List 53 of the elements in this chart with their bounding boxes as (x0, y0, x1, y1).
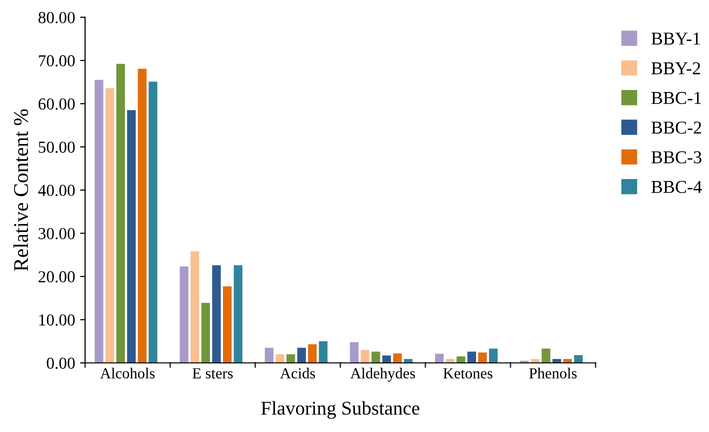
bar (234, 265, 242, 363)
bar (94, 80, 104, 363)
bar (127, 110, 136, 363)
bar (105, 88, 114, 363)
bar (350, 342, 359, 363)
bar (393, 353, 402, 363)
y-tick-label: 10.00 (39, 314, 75, 326)
legend-label: BBC-2 (651, 122, 702, 134)
bar (116, 64, 125, 363)
x-tick-label: Alcohols (100, 368, 155, 378)
bar (489, 348, 498, 363)
legend-label: BBY-1 (651, 32, 700, 45)
bar (382, 356, 391, 363)
bar (360, 350, 370, 363)
bar (212, 265, 221, 363)
bar (308, 344, 317, 363)
bar (222, 286, 232, 363)
legend-label: BBC-3 (651, 151, 702, 164)
y-tick-label: 50.00 (38, 142, 75, 153)
y-tick-label: 40.00 (38, 184, 75, 196)
bar (148, 82, 158, 363)
bar (297, 348, 306, 363)
bar (276, 354, 284, 363)
y-tick-label: 30.00 (38, 228, 75, 240)
bar (478, 352, 487, 363)
bar (542, 348, 550, 363)
bar (264, 348, 274, 363)
bar (201, 302, 210, 363)
x-tick-label: E sters (192, 368, 233, 378)
bar (467, 352, 476, 363)
x-axis-title: Flavoring Substance (261, 401, 420, 419)
bar (138, 68, 147, 363)
bar (434, 354, 444, 363)
x-tick-label: Acids (280, 368, 316, 378)
y-tick-label: 70.00 (38, 55, 75, 66)
y-tick-label: 60.00 (38, 98, 75, 110)
bar (574, 355, 583, 363)
y-tick-label: 0.00 (46, 358, 75, 369)
bar (372, 352, 380, 363)
x-tick-label: Ketones (443, 368, 492, 378)
x-tick-label: Phenols (529, 368, 577, 378)
bar (318, 341, 328, 363)
legend-label: BBC-4 (651, 180, 702, 194)
y-axis-title: Relative Content % (13, 109, 28, 272)
legend-label: BBC-1 (651, 92, 701, 104)
bar (190, 251, 200, 363)
bar (286, 354, 296, 363)
legend-label: BBY-2 (651, 62, 700, 74)
bar (456, 356, 466, 363)
y-tick-label: 80.00 (38, 12, 75, 24)
y-tick-label: 20.00 (38, 271, 75, 282)
x-tick-label: Aldehydes (350, 368, 415, 382)
bar (180, 266, 188, 363)
